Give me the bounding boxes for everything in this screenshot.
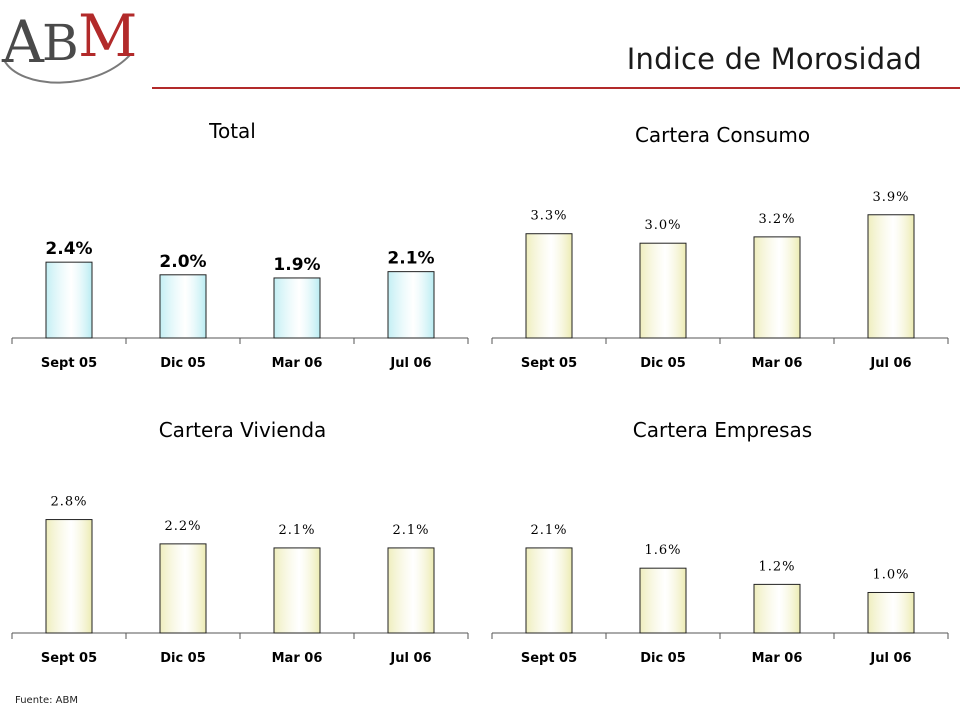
- x-tick-label-sept-05: Sept 05: [521, 356, 577, 371]
- x-tick-label-mar-06: Mar 06: [272, 356, 323, 371]
- chart-cartera-empresas: Cartera Empresas 2.1% Sept 05 1.6% Dic 05 1.2…: [490, 405, 955, 675]
- data-label-jul-06: 1.0%: [872, 567, 909, 582]
- source-note: Fuente: ABM: [15, 695, 78, 706]
- bar-dic-05: [159, 543, 207, 634]
- x-tick-label-sept-05: Sept 05: [521, 651, 577, 666]
- svg-text:A: A: [1, 8, 45, 76]
- x-tick-label-sept-05: Sept 05: [41, 356, 97, 371]
- bar-mar-06: [273, 547, 321, 634]
- bar-mar-06: [273, 277, 321, 339]
- bar-jul-06: [387, 271, 435, 339]
- svg-text:B: B: [42, 14, 79, 72]
- data-label-dic-05: 3.0%: [644, 218, 681, 233]
- chart-title: Cartera Vivienda: [159, 418, 327, 442]
- x-tick-label-jul-06: Jul 06: [389, 651, 431, 666]
- x-tick-label-jul-06: Jul 06: [869, 651, 911, 666]
- data-label-sept-05: 2.8%: [50, 495, 87, 510]
- chart-title: Cartera Empresas: [633, 418, 812, 442]
- x-tick-label-dic-05: Dic 05: [640, 651, 686, 666]
- x-tick-label-sept-05: Sept 05: [41, 651, 97, 666]
- x-tick-label-dic-05: Dic 05: [160, 651, 206, 666]
- chart-total: Total 2.4% Sept 05 2.0% Dic 05 1.9% Mar 06 2.1%…: [10, 110, 475, 380]
- page-title: Indice de Morosidad: [626, 42, 922, 76]
- bar-dic-05: [639, 242, 687, 339]
- x-tick-label-dic-05: Dic 05: [160, 356, 206, 371]
- bar-sept-05: [525, 233, 573, 339]
- data-label-dic-05: 2.0%: [159, 252, 206, 272]
- chart-cartera-vivienda: Cartera Vivienda 2.8% Sept 05 2.2% Dic 05 2.1…: [10, 405, 475, 675]
- data-label-jul-06: 2.1%: [387, 249, 434, 269]
- data-label-mar-06: 1.9%: [273, 255, 320, 275]
- bar-sept-05: [45, 519, 93, 634]
- data-label-mar-06: 2.1%: [278, 523, 315, 538]
- bar-dic-05: [159, 274, 207, 339]
- data-label-sept-05: 3.3%: [530, 209, 567, 224]
- data-label-sept-05: 2.1%: [530, 523, 567, 538]
- abm-logo: A B M: [0, 0, 150, 86]
- bar-mar-06: [753, 236, 801, 339]
- x-tick-label-jul-06: Jul 06: [869, 356, 911, 371]
- bar-jul-06: [387, 547, 435, 634]
- bar-dic-05: [639, 567, 687, 634]
- bar-sept-05: [45, 261, 93, 339]
- x-tick-label-jul-06: Jul 06: [389, 356, 431, 371]
- x-tick-label-mar-06: Mar 06: [752, 356, 803, 371]
- data-label-mar-06: 3.2%: [758, 212, 795, 227]
- title-divider: [152, 87, 960, 89]
- chart-title: Total: [208, 119, 256, 143]
- data-label-dic-05: 1.6%: [644, 543, 681, 558]
- bar-mar-06: [753, 583, 801, 634]
- bar-jul-06: [867, 214, 915, 339]
- data-label-dic-05: 2.2%: [164, 519, 201, 534]
- x-tick-label-dic-05: Dic 05: [640, 356, 686, 371]
- data-label-jul-06: 2.1%: [392, 523, 429, 538]
- x-tick-label-mar-06: Mar 06: [272, 651, 323, 666]
- x-tick-label-mar-06: Mar 06: [752, 651, 803, 666]
- bar-sept-05: [525, 547, 573, 634]
- chart-cartera-consumo: Cartera Consumo 3.3% Sept 05 3.0% Dic 05 3.2%…: [490, 110, 955, 380]
- data-label-sept-05: 2.4%: [45, 239, 92, 259]
- chart-title: Cartera Consumo: [635, 123, 810, 147]
- bar-jul-06: [867, 591, 915, 634]
- data-label-jul-06: 3.9%: [872, 190, 909, 205]
- svg-text:M: M: [78, 2, 137, 70]
- data-label-mar-06: 1.2%: [758, 559, 795, 574]
